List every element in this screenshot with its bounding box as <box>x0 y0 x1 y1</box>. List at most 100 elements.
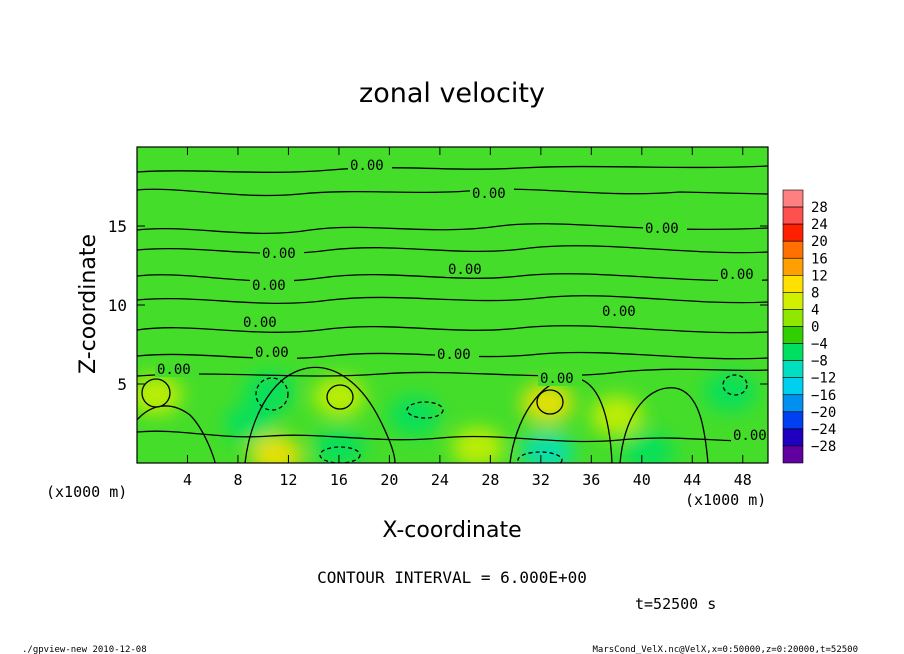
contour-label-bg-6 <box>250 279 294 293</box>
colorbar-label-10: −12 <box>811 371 836 387</box>
y-ticks: 5 10 15 <box>108 217 768 394</box>
contour-label-bg-5 <box>718 268 762 282</box>
velocity-region-12 <box>590 395 643 436</box>
colorbar-label-0: 28 <box>811 200 828 216</box>
x-tick-label-2: 12 <box>279 471 297 489</box>
contour-label-bg-9 <box>253 346 297 360</box>
contour-label-5: 0.00 <box>720 267 754 283</box>
contour-label-bg-3 <box>260 247 304 261</box>
colorbar-swatch-13 <box>782 411 804 430</box>
x-tick-label-4: 20 <box>380 471 398 489</box>
colorbar-swatch-10 <box>782 360 804 378</box>
velocity-region-8 <box>249 435 302 463</box>
contour-label-bg-11 <box>155 363 199 377</box>
y-tick-label-2: 15 <box>108 217 127 236</box>
colorbar-label-1: 24 <box>811 217 828 233</box>
velocity-region-0 <box>224 403 277 444</box>
contour-label-bg-2 <box>643 222 687 236</box>
colorbar-swatch-12 <box>782 394 804 413</box>
velocity-region-3 <box>388 395 441 436</box>
velocity-region-6 <box>704 371 757 412</box>
colorbar-swatch-0 <box>782 189 804 208</box>
velocity-region-11 <box>451 427 504 463</box>
x-tick-label-0: 4 <box>183 471 192 489</box>
footer-right: MarsCond_VelX.nc@VelX,x=0:50000,z=0:2000… <box>592 645 858 654</box>
contour-label-9: 0.00 <box>255 345 289 361</box>
contour-label-1: 0.00 <box>472 186 506 202</box>
colorbar-label-12: −20 <box>811 405 836 421</box>
colorbar-label-6: 4 <box>811 302 819 318</box>
contour-label-bg-1 <box>470 187 514 201</box>
colorbar-swatch-6 <box>782 292 804 310</box>
chart-title: zonal velocity <box>359 78 545 109</box>
x-tick-label-11: 48 <box>734 471 752 489</box>
contour-label-bg-7 <box>600 305 644 319</box>
contour-label-bg-4 <box>446 263 490 277</box>
x-tick-label-10: 44 <box>683 471 701 489</box>
contour-label-8: 0.00 <box>243 315 277 331</box>
contour-label-12: 0.00 <box>540 371 574 387</box>
x-axis-label: X-coordinate <box>382 518 521 543</box>
x-unit-left: (x1000 m) <box>46 483 127 501</box>
x-tick-label-1: 8 <box>233 471 242 489</box>
contour-label-bg-10 <box>435 348 479 362</box>
contour-labels: 0.00 0.00 0.00 0.00 0.00 0.00 0.00 0.00 0.00 0.00… <box>155 158 768 444</box>
footer-left: ./gpview-new 2010-12-08 <box>22 645 147 654</box>
contour-label-4: 0.00 <box>448 262 482 278</box>
colorbar-swatch-15 <box>782 445 804 464</box>
contour-label-13: 0.00 <box>733 428 767 444</box>
contour-label-bg-13 <box>731 429 768 443</box>
colorbar-label-11: −16 <box>811 388 836 404</box>
colorbar-swatch-8 <box>782 326 804 344</box>
y-axis-label: Z-coordinate <box>76 234 101 374</box>
colorbar-label-4: 12 <box>811 268 828 284</box>
colorbar-swatch-4 <box>782 257 804 276</box>
velocity-region-9 <box>312 376 365 417</box>
contour-label-bg-0 <box>348 159 392 173</box>
x-tick-label-7: 32 <box>532 471 550 489</box>
colorbar-swatch-1 <box>782 206 804 225</box>
time-label: t=52500 s <box>635 595 716 613</box>
contour-label-0: 0.00 <box>350 158 384 174</box>
x-tick-label-3: 16 <box>330 471 348 489</box>
contour-label-6: 0.00 <box>252 278 286 294</box>
colorbar-swatch-9 <box>782 343 804 361</box>
plot-area: 0.00 0.00 0.00 0.00 0.00 0.00 0.00 0.00 0.00 0.00… <box>108 146 769 489</box>
colorbar-swatch-5 <box>782 275 804 293</box>
contour-interval: CONTOUR INTERVAL = 6.000E+00 <box>317 568 587 587</box>
contour-label-11: 0.00 <box>157 362 191 378</box>
colorbar-label-7: 0 <box>811 320 819 336</box>
x-tick-label-6: 28 <box>481 471 499 489</box>
contour-label-7: 0.00 <box>602 304 636 320</box>
colorbar-label-5: 8 <box>811 285 819 301</box>
velocity-region-10 <box>521 382 574 423</box>
colorbar-swatch-14 <box>782 428 804 447</box>
colorbar-label-2: 20 <box>811 234 828 250</box>
colorbar-label-14: −28 <box>811 439 836 455</box>
colorbar-swatch-7 <box>782 309 804 327</box>
y-tick-label-1: 10 <box>108 296 127 315</box>
colorbar-label-3: 16 <box>811 251 828 267</box>
colorbar-label-13: −24 <box>811 422 836 438</box>
contour-label-3: 0.00 <box>262 246 296 262</box>
contour-label-bg-12 <box>538 372 582 386</box>
x-tick-label-5: 24 <box>431 471 449 489</box>
colorbar-swatch-2 <box>782 223 804 242</box>
colorbar-label-8: −4 <box>811 337 828 353</box>
velocity-region-7 <box>137 375 182 416</box>
x-tick-label-8: 36 <box>582 471 600 489</box>
y-tick-label-0: 5 <box>117 375 127 394</box>
velocity-region-5 <box>622 431 675 463</box>
contour-label-2: 0.00 <box>645 221 679 237</box>
colorbar-swatch-3 <box>782 240 804 259</box>
x-unit-right: (x1000 m) <box>685 491 766 509</box>
x-ticks: 4 8 12 16 20 24 28 32 36 40 44 48 <box>183 147 752 489</box>
contour-lines <box>137 165 768 463</box>
velocity-region-4 <box>521 431 574 463</box>
x-tick-label-9: 40 <box>633 471 651 489</box>
colorbar-label-9: −8 <box>811 354 828 370</box>
colorbar-swatch-11 <box>782 377 804 396</box>
contour-label-10: 0.00 <box>437 347 471 363</box>
